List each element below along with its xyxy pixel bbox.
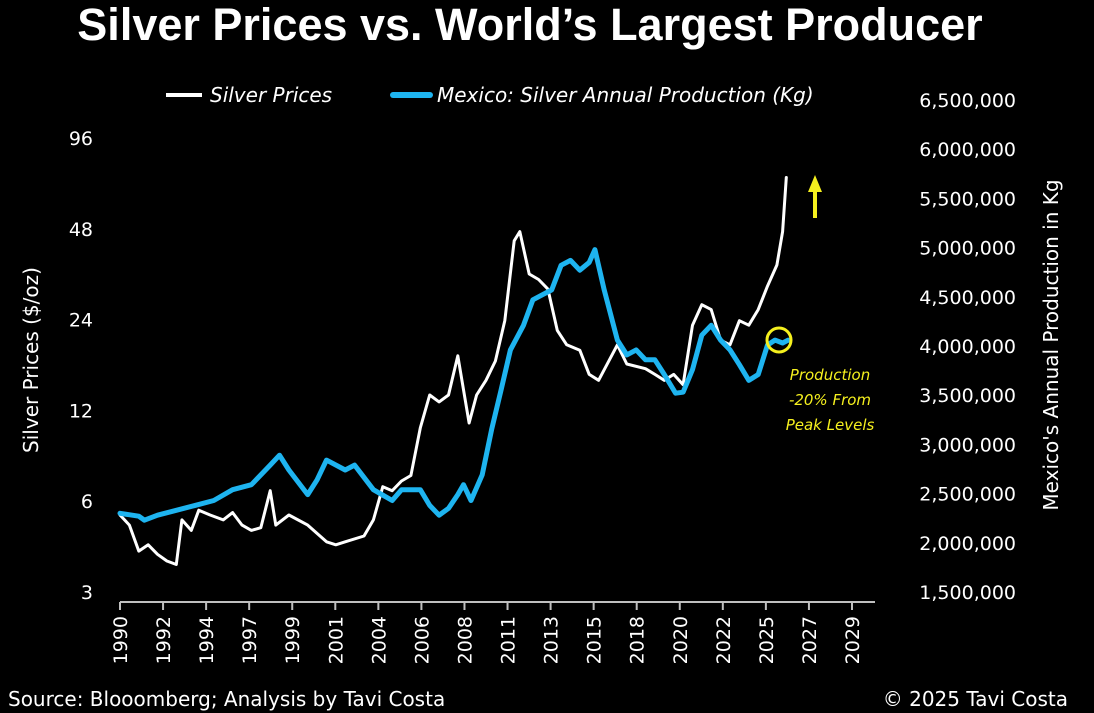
x-tick-label: 1990: [110, 616, 132, 664]
right-axis: 6,500,000 6,000,000 5,500,000 5,000,000 4,50…: [919, 90, 1016, 604]
x-tick-label: 2004: [368, 616, 390, 664]
right-tick-label: 4,000,000: [919, 336, 1016, 358]
series-layer: [117, 176, 791, 566]
left-tick-label: 96: [69, 128, 93, 150]
annotation-line-3: Peak Levels: [786, 416, 875, 434]
legend-label-silver: Silver Prices: [210, 83, 332, 107]
source-note: Source: Blooomberg; Analysis by Tavi Cos…: [8, 687, 445, 711]
x-tick-label: 2001: [325, 616, 347, 664]
annotation-circle: [765, 326, 793, 354]
left-tick-label: 48: [69, 219, 93, 241]
annotation-line-1: Production: [790, 366, 870, 384]
right-tick-label: 2,000,000: [919, 533, 1016, 555]
x-tick-label: 2027: [799, 616, 821, 664]
left-tick-label: 24: [69, 310, 93, 332]
series-line-mexico-production: [117, 247, 791, 523]
x-tick-label: 1992: [153, 616, 175, 664]
right-tick-label: 6,500,000: [919, 90, 1016, 112]
left-axis: 96 48 24 12 6 3: [69, 128, 93, 604]
legend: Silver Prices Mexico: Silver Annual Prod…: [166, 83, 814, 107]
series-line-silver-prices: [118, 176, 788, 566]
copyright: © 2025 Tavi Costa: [883, 687, 1068, 711]
right-axis-label: Mexico's Annual Production in Kg: [1039, 179, 1063, 510]
x-tick-label: 2020: [670, 616, 692, 664]
left-tick-label: 12: [69, 400, 93, 422]
right-tick-label: 3,500,000: [919, 385, 1016, 407]
left-tick-label: 3: [81, 582, 93, 604]
x-tick-label: 1999: [282, 616, 304, 664]
right-tick-label: 6,000,000: [919, 139, 1016, 161]
annotation-line-2: -20% From: [789, 391, 871, 409]
x-axis: 1990 1992 1994 1997 1999 2001 2004 2006 2008 2011…: [110, 602, 864, 664]
x-tick-label: 1997: [239, 616, 261, 664]
left-axis-label: Silver Prices ($/oz): [19, 267, 43, 453]
right-tick-label: 3,000,000: [919, 434, 1016, 456]
right-tick-label: 4,500,000: [919, 287, 1016, 309]
right-tick-label: 5,500,000: [919, 188, 1016, 210]
left-tick-label: 6: [81, 491, 93, 513]
x-tick-label: 2011: [498, 616, 520, 664]
x-tick-label: 2018: [627, 616, 649, 664]
annotation-up-arrow: [808, 175, 822, 218]
right-tick-label: 5,000,000: [919, 238, 1016, 260]
x-tick-label: 2029: [842, 616, 864, 664]
up-arrow-icon: [808, 175, 822, 192]
x-tick-label: 2025: [756, 616, 778, 664]
legend-label-mexico: Mexico: Silver Annual Production (Kg): [437, 83, 814, 107]
annotation-text: Production -20% From Peak Levels: [786, 366, 875, 434]
x-tick-label: 2022: [713, 616, 735, 664]
right-tick-label: 1,500,000: [919, 582, 1016, 604]
x-tick-label: 2008: [454, 616, 476, 664]
x-tick-label: 2006: [411, 616, 433, 664]
chart-title: Silver Prices vs. World’s Largest Produc…: [77, 0, 982, 50]
x-tick-label: 2013: [541, 616, 563, 664]
x-tick-label: 1994: [196, 616, 218, 664]
x-tick-label: 2015: [584, 616, 606, 664]
right-tick-label: 2,500,000: [919, 484, 1016, 506]
